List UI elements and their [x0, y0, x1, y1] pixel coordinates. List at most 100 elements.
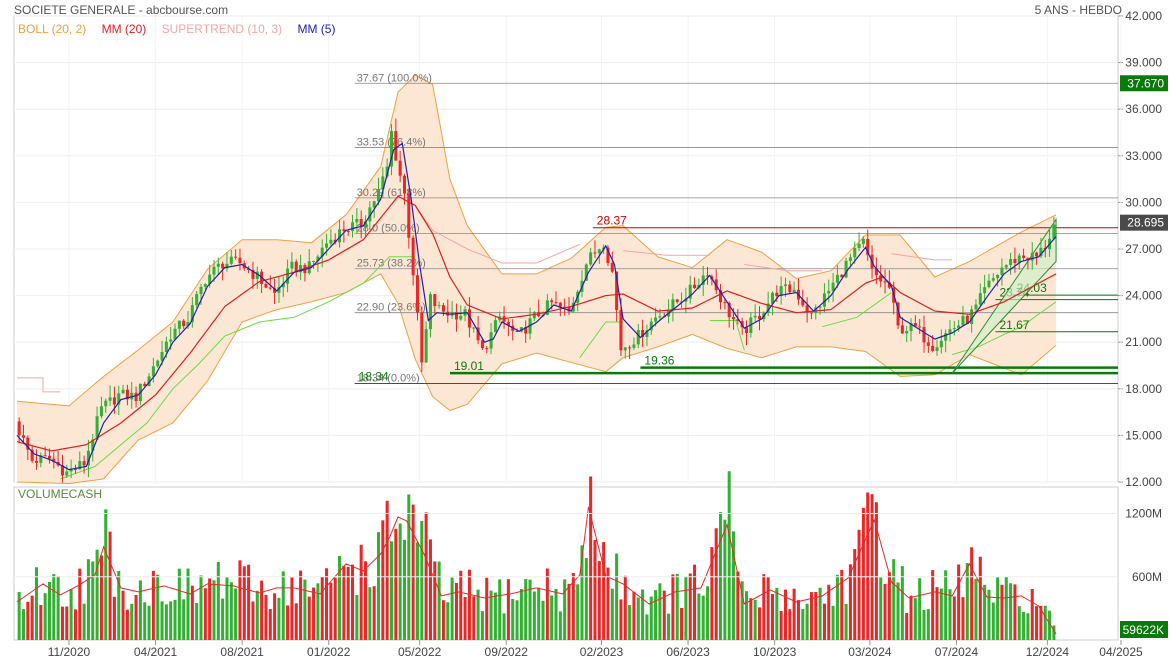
volume-bar: [662, 590, 666, 640]
volume-bar: [775, 587, 779, 640]
supertrend-segment: [623, 250, 710, 256]
candle-body: [567, 307, 571, 312]
bollinger-lower: [16, 273, 1057, 485]
candle-body: [792, 289, 796, 293]
candle-body: [861, 238, 865, 244]
volume-bar: [355, 595, 359, 640]
candle-body: [896, 302, 900, 326]
volume-bar: [290, 577, 294, 640]
candle-body: [381, 176, 385, 190]
candle-body: [931, 345, 935, 351]
volume-bar: [931, 570, 935, 640]
volume-bar: [641, 589, 645, 640]
candle-body: [351, 222, 355, 232]
volume-tick-label: 600M: [1132, 570, 1162, 584]
volume-bar: [1039, 605, 1043, 640]
fib-level-label: 22.90 (23.6%): [357, 302, 426, 314]
volume-bar: [987, 589, 991, 640]
volume-bar: [939, 588, 943, 640]
volume-bar: [480, 611, 484, 640]
volume-bar: [82, 603, 86, 640]
volume-bar: [1048, 610, 1052, 640]
candle-body: [359, 219, 363, 228]
volume-bar: [398, 523, 402, 640]
volume-bar: [99, 555, 103, 640]
candle-body: [424, 329, 428, 363]
price-tick-label: 36.000: [1125, 102, 1162, 116]
volume-bar: [39, 605, 43, 640]
volume-bar: [766, 577, 770, 640]
candle-body: [329, 239, 333, 244]
volume-bar: [840, 569, 844, 640]
volume-bar: [73, 609, 77, 640]
candle-body: [757, 315, 762, 320]
volume-bar: [147, 605, 151, 640]
volume-bar: [506, 579, 510, 640]
volume-bar: [502, 613, 506, 640]
price-tick-label: 18.000: [1125, 382, 1162, 396]
candle-body: [480, 340, 484, 349]
volume-bar: [47, 581, 51, 640]
volume-bar: [459, 570, 463, 640]
candle-body: [1004, 265, 1008, 268]
supertrend-segment: [744, 264, 823, 272]
candle-body: [606, 247, 610, 264]
candle-body: [208, 274, 212, 284]
candle-body: [814, 307, 818, 313]
candle-body: [961, 315, 965, 326]
volume-bar: [974, 578, 978, 640]
volume-bar: [827, 584, 831, 640]
candle-body: [706, 275, 710, 277]
candle-body: [195, 294, 199, 306]
candle-body: [229, 256, 233, 264]
candle-body: [671, 299, 675, 310]
volume-bar: [91, 561, 95, 640]
volume-bar: [762, 574, 766, 640]
volume-bar: [1013, 584, 1017, 640]
volume-bar: [532, 591, 536, 640]
candle-body: [221, 263, 225, 269]
volume-bar: [892, 559, 896, 640]
candle-body: [255, 271, 259, 279]
candle-body: [1009, 258, 1013, 266]
volume-bar: [636, 597, 640, 640]
candle-body: [939, 340, 943, 348]
volume-bar: [736, 571, 740, 640]
volume-bar: [294, 603, 298, 640]
candle-body: [701, 275, 705, 285]
candle-body: [550, 300, 554, 303]
candle-body: [918, 326, 922, 328]
candle-body: [554, 302, 558, 304]
candle-body: [628, 347, 632, 349]
volume-bar: [537, 587, 541, 640]
volume-bar: [17, 592, 21, 640]
candle-body: [186, 322, 190, 327]
candle-body: [299, 265, 303, 273]
candle-body: [43, 455, 47, 457]
candle-body: [78, 461, 82, 470]
candle-body: [809, 312, 813, 314]
fib-high-badge: 37.670: [1127, 76, 1164, 90]
volume-bar: [493, 592, 497, 640]
level-label: 19.01: [454, 359, 484, 373]
candle-body: [935, 347, 939, 351]
volume-bar: [43, 593, 47, 640]
volume-bar: [238, 560, 242, 640]
volume-bar: [34, 567, 38, 640]
volume-bar: [801, 608, 805, 640]
volume-bar: [346, 566, 350, 640]
candle-body: [65, 471, 69, 476]
volume-bar: [446, 602, 450, 640]
volume-bar: [883, 583, 887, 640]
fib-level-label: 25.73 (38.2%): [357, 258, 426, 270]
volume-bar: [182, 599, 186, 640]
volume-bar: [277, 597, 281, 640]
volume-bar: [667, 613, 671, 640]
candle-body: [164, 341, 168, 352]
candle-body: [472, 327, 476, 329]
candle-body: [212, 266, 216, 275]
price-tick-label: 15.000: [1125, 428, 1162, 442]
candle-body: [268, 287, 272, 289]
candle-body: [238, 257, 242, 264]
price-tick-label: 24.000: [1125, 289, 1162, 303]
